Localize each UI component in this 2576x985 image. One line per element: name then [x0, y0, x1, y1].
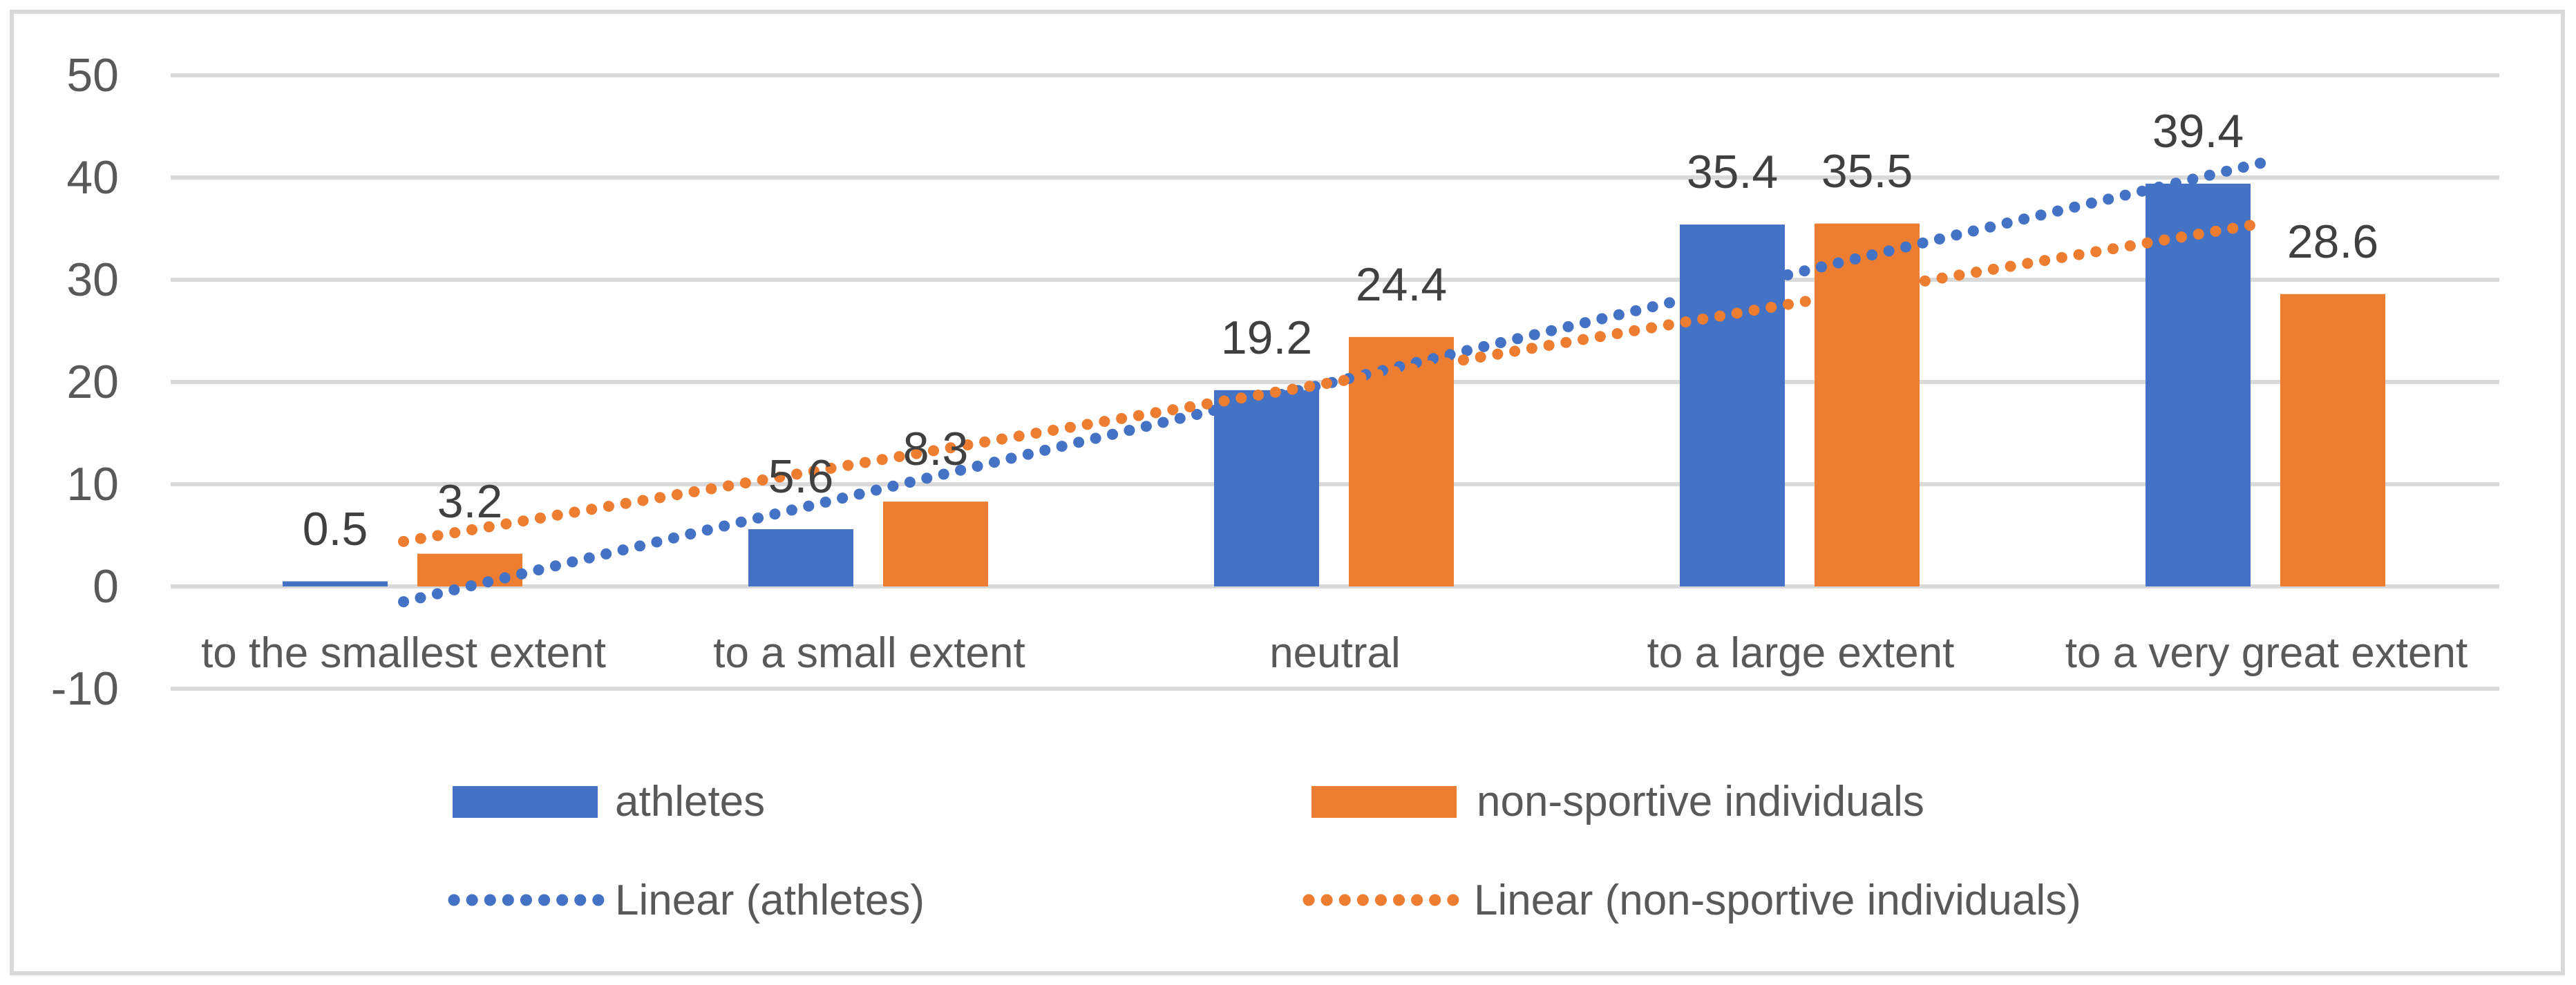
- legend-label-non-sportive: non-sportive individuals: [1477, 778, 1924, 825]
- legend-label-linear-athletes: Linear (athletes): [615, 877, 925, 924]
- legend-line-linear-non-sportive-icon: [1303, 894, 1461, 906]
- legend-swatch-non-sportive: [1311, 786, 1457, 818]
- legend-line-linear-athletes-icon: [448, 894, 607, 906]
- data-label: 24.4: [1355, 258, 1448, 311]
- bar-athletes-1: [748, 529, 853, 586]
- legend-swatch-athletes: [453, 786, 598, 818]
- bar-athletes-2: [1214, 390, 1319, 586]
- legend-label-linear-non-sportive: Linear (non-sportive individuals): [1474, 877, 2081, 924]
- data-label: 35.5: [1821, 144, 1913, 198]
- legend-label-athletes: athletes: [615, 778, 766, 825]
- data-label: 28.6: [2286, 215, 2379, 268]
- data-label: 0.5: [302, 502, 368, 555]
- bar-non-sportive-individuals-4: [2280, 294, 2385, 586]
- trendline-non-sportive-individuals: [398, 217, 2272, 547]
- y-tick-label: 20: [66, 356, 119, 408]
- bar-athletes-4: [2146, 183, 2251, 586]
- y-tick-label: 30: [66, 254, 119, 306]
- x-category-label: to a very great extent: [2065, 629, 2468, 677]
- bar-non-sportive-individuals-1: [883, 501, 988, 586]
- y-tick-label: 40: [66, 151, 119, 204]
- bar-athletes-0: [283, 581, 388, 586]
- trendline-athletes: [398, 156, 2272, 608]
- chart-border: [10, 10, 2565, 975]
- bar-series: [283, 183, 2385, 587]
- gridlines: [171, 73, 2499, 691]
- bar-non-sportive-individuals-3: [1815, 223, 1920, 587]
- y-tick-label: 50: [66, 49, 119, 102]
- y-tick-label: 10: [66, 458, 119, 510]
- x-category-label: to a large extent: [1647, 629, 1955, 677]
- data-label: 19.2: [1220, 311, 1313, 364]
- data-label: 8.3: [902, 423, 969, 476]
- y-tick-label: -10: [50, 662, 119, 715]
- x-category-label: to the smallest extent: [201, 629, 606, 677]
- data-label: 39.4: [2152, 104, 2244, 157]
- x-category-label: to a small extent: [713, 629, 1025, 677]
- trendlines: [398, 156, 2272, 608]
- x-category-label: neutral: [1269, 629, 1401, 677]
- data-label: 5.6: [768, 450, 834, 504]
- data-label: 35.4: [1686, 146, 1779, 199]
- data-label: 3.2: [437, 475, 503, 528]
- y-tick-label: 0: [93, 560, 119, 613]
